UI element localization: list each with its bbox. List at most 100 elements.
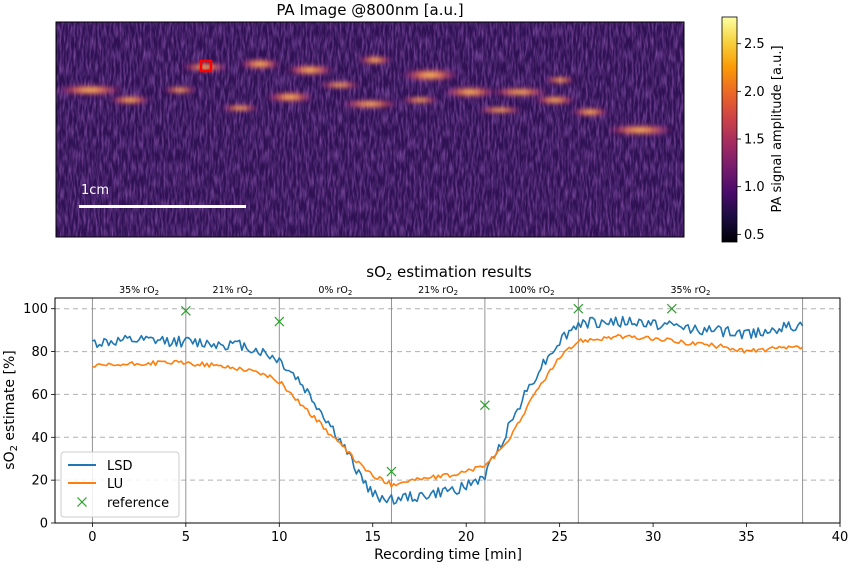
x-tick-label: 20 bbox=[458, 530, 475, 545]
legend-reference-marker bbox=[77, 497, 87, 507]
signal-blob bbox=[238, 58, 282, 70]
reference-marker bbox=[666, 303, 677, 314]
reference-marker-stroke bbox=[386, 466, 397, 477]
reference-marker-stroke bbox=[666, 303, 677, 314]
reference-marker bbox=[573, 303, 584, 314]
signal-blob bbox=[490, 87, 550, 97]
pa-image-noise bbox=[56, 22, 684, 237]
signal-blob bbox=[400, 96, 440, 104]
y-tick-label: 80 bbox=[31, 345, 48, 360]
so2-chart-title-prefix: sO bbox=[366, 263, 386, 281]
x-axis-ticks: 0 5 10 15 20 25 30 35 40 bbox=[88, 523, 848, 545]
reference-marker-stroke bbox=[274, 316, 285, 327]
x-tick-label: 30 bbox=[645, 530, 662, 545]
phase-label-sub: 2 bbox=[348, 289, 352, 297]
signal-blob bbox=[476, 106, 524, 114]
scale-bar-label: 1cm bbox=[81, 183, 109, 198]
phase-label: 35% rO2 bbox=[670, 285, 710, 297]
signal-blob bbox=[55, 84, 125, 96]
lsd-series-line bbox=[92, 315, 804, 505]
signal-blob bbox=[340, 99, 400, 109]
signal-blob bbox=[605, 124, 675, 136]
phase-label-sub: 2 bbox=[706, 289, 710, 297]
signal-blob bbox=[400, 68, 460, 82]
colorbar-tick-label: 0.5 bbox=[744, 228, 765, 243]
phase-label-text: 0% rO bbox=[318, 285, 347, 296]
phase-boundaries bbox=[91, 297, 804, 523]
legend: LSD LU reference bbox=[60, 451, 180, 518]
y-axis-label-sub: 2 bbox=[9, 445, 20, 451]
legend-lu-label: LU bbox=[107, 477, 123, 492]
phase-label-text: 100% rO bbox=[509, 285, 551, 296]
phase-label-text: 21% rO bbox=[213, 285, 249, 296]
signal-blob bbox=[220, 104, 260, 112]
legend-reference-label: reference bbox=[107, 496, 169, 511]
signal-blob bbox=[265, 91, 315, 103]
reference-marker bbox=[386, 466, 397, 477]
colorbar-label: PA signal amplitude [a.u.] bbox=[770, 45, 785, 212]
x-tick-label: 35 bbox=[738, 530, 755, 545]
x-axis-label: Recording time [min] bbox=[374, 547, 522, 563]
phase-label-sub: 2 bbox=[155, 289, 159, 297]
phase-label-sub: 2 bbox=[550, 289, 554, 297]
phase-label-text: 35% rO bbox=[119, 285, 155, 296]
plot-frame bbox=[54, 297, 841, 524]
roi-marker bbox=[199, 59, 213, 73]
phase-label: 21% rO2 bbox=[418, 285, 458, 297]
signal-blob bbox=[442, 86, 498, 98]
x-tick-label: 10 bbox=[271, 530, 288, 545]
y-tick-label: 0 bbox=[40, 517, 48, 532]
signal-blob bbox=[285, 64, 335, 76]
pa-image-panel: PA Image @800nm [a.u.] 1cm bbox=[55, 1, 685, 238]
series bbox=[92, 315, 804, 505]
colorbar-tick-label: 2.5 bbox=[744, 37, 765, 52]
x-tick-label: 5 bbox=[182, 530, 190, 545]
phase-label-sub: 2 bbox=[248, 289, 252, 297]
x-tick-label: 15 bbox=[364, 530, 381, 545]
colorbar: 0.5 1.0 1.5 2.0 2.5 PA signal amplitude [a.u… bbox=[721, 16, 785, 243]
y-axis-label-suffix: estimate [%] bbox=[2, 350, 18, 445]
phase-label: 0% rO2 bbox=[318, 285, 352, 297]
lu-series-line bbox=[92, 333, 804, 488]
reference-markers bbox=[180, 303, 677, 477]
signal-blob bbox=[162, 86, 198, 94]
tissue-signal bbox=[55, 55, 675, 136]
phase-label-text: 21% rO bbox=[418, 285, 454, 296]
reference-marker-stroke bbox=[573, 303, 584, 314]
x-tick-label: 0 bbox=[88, 530, 96, 545]
pa-image-title: PA Image @800nm [a.u.] bbox=[276, 1, 463, 19]
colorbar-tick-label: 2.0 bbox=[744, 85, 765, 100]
reference-marker bbox=[479, 400, 490, 411]
reference-marker-stroke bbox=[77, 497, 87, 507]
phase-labels: 35% rO2 21% rO2 0% rO2 21% rO2 100% rO2 35% r… bbox=[119, 285, 710, 297]
signal-blob bbox=[570, 107, 610, 117]
so2-chart-title-sub: 2 bbox=[386, 272, 392, 283]
pa-image-frame bbox=[55, 21, 685, 238]
phase-label: 100% rO2 bbox=[509, 285, 555, 297]
colorbar-gradient bbox=[721, 16, 738, 243]
so2-chart-title: sO2 estimation results bbox=[366, 263, 532, 283]
phase-label: 21% rO2 bbox=[213, 285, 253, 297]
legend-reference-cross bbox=[77, 497, 87, 507]
signal-blob bbox=[533, 95, 577, 105]
signal-blob bbox=[318, 81, 362, 89]
so2-chart: sO2 estimation results 35% rO2 21% rO2 0% … bbox=[2, 263, 848, 563]
reference-marker-stroke bbox=[180, 305, 191, 316]
y-tick-label: 20 bbox=[31, 474, 48, 489]
reference-marker-stroke bbox=[479, 400, 490, 411]
colorbar-tick-label: 1.0 bbox=[744, 180, 765, 195]
y-axis-label-prefix: sO bbox=[2, 451, 18, 469]
colorbar-ticks: 0.5 1.0 1.5 2.0 2.5 bbox=[737, 37, 765, 243]
signal-blob bbox=[108, 95, 152, 105]
phase-label-sub: 2 bbox=[454, 289, 458, 297]
scale-bar bbox=[79, 205, 246, 208]
legend-lsd-label: LSD bbox=[107, 459, 133, 474]
y-axis-label: sO2 estimate [%] bbox=[2, 350, 20, 469]
colorbar-tick-label: 1.5 bbox=[744, 133, 765, 148]
signal-blob bbox=[357, 55, 393, 65]
phase-label: 35% rO2 bbox=[119, 285, 159, 297]
x-tick-label: 40 bbox=[832, 530, 849, 545]
reference-marker bbox=[180, 305, 191, 316]
legend-box bbox=[60, 451, 180, 518]
